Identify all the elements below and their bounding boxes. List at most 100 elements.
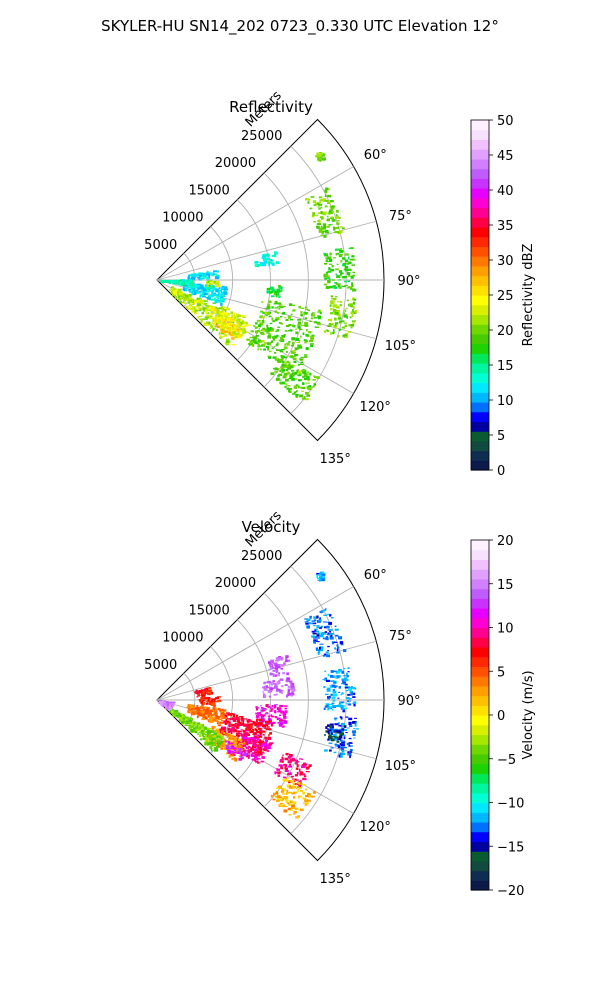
echo-gate: [198, 734, 202, 737]
echo-gate: [346, 672, 348, 675]
echo-gate: [190, 729, 194, 732]
echo-gate: [197, 287, 200, 291]
echo-gate: [302, 371, 307, 375]
echo-gate: [260, 761, 263, 763]
echo-gate: [237, 734, 240, 738]
echo-gate: [329, 304, 332, 307]
echo-gate: [169, 707, 171, 709]
echo-gate: [280, 366, 285, 369]
colorbar-swatch: [471, 627, 489, 638]
echo-gate: [329, 332, 333, 335]
echo-gate: [212, 718, 217, 722]
echo-gate: [223, 713, 226, 715]
echo-gate: [220, 329, 222, 332]
echo-region: [182, 283, 228, 306]
echo-gate: [292, 778, 295, 781]
echo-gate: [335, 268, 339, 271]
echo-gate: [289, 388, 292, 391]
echo-gate: [256, 261, 259, 264]
echo-gate: [279, 722, 284, 725]
azimuth-tick-label: 90°: [397, 694, 420, 709]
echo-gate: [328, 729, 332, 732]
echo-gate: [236, 732, 239, 735]
echo-gate: [208, 714, 210, 718]
echo-gate: [211, 716, 216, 718]
echo-gate: [286, 360, 290, 364]
colorbar-swatch: [471, 540, 489, 551]
echo-gate: [285, 793, 288, 795]
echo-gate: [193, 289, 196, 293]
echo-gate: [225, 330, 228, 333]
echo-gate: [283, 356, 288, 359]
echo-gate: [349, 755, 351, 759]
echo-gate: [334, 718, 337, 721]
echo-gate: [342, 286, 346, 288]
echo-gate: [260, 310, 264, 313]
echo-gate: [327, 650, 330, 652]
echo-gate: [248, 751, 251, 754]
echo-gate: [269, 687, 274, 691]
echo-gate: [349, 745, 353, 747]
echo-region: [323, 723, 347, 743]
echo-gate: [279, 796, 282, 798]
echo-gate: [226, 734, 230, 736]
echo-gate: [342, 746, 346, 749]
echo-gate: [232, 714, 236, 718]
echo-gate: [210, 714, 214, 717]
echo-gate: [166, 701, 170, 705]
echo-gate: [319, 199, 324, 202]
echo-gate: [313, 384, 315, 386]
echo-gate: [286, 342, 290, 346]
echo-gate: [268, 263, 271, 267]
echo-gate: [216, 732, 220, 736]
echo-gate: [345, 697, 350, 699]
echo-gate: [274, 290, 279, 294]
echo-gate: [341, 670, 344, 674]
echo-gate: [276, 349, 280, 351]
echo-gate: [246, 747, 250, 750]
echo-gate: [282, 711, 285, 714]
echo-gate: [268, 743, 273, 745]
echo-gate: [285, 767, 288, 771]
echo-gate: [211, 700, 216, 703]
echo-gate: [342, 705, 346, 707]
echo-gate: [216, 715, 220, 718]
echo-gate: [223, 322, 226, 324]
echo-gate: [327, 270, 332, 273]
echo-gate: [330, 747, 334, 749]
echo-gate: [262, 254, 267, 258]
echo-gate: [220, 730, 224, 733]
echo-gate: [322, 226, 327, 230]
echo-gate: [287, 692, 292, 696]
echo-gate: [219, 311, 223, 314]
colorbar-tick-label: −15: [497, 840, 524, 855]
echo-gate: [203, 731, 207, 733]
echo-region: [270, 355, 320, 401]
echo-gate: [256, 760, 259, 764]
echo-gate: [265, 686, 270, 689]
echo-gate: [182, 288, 186, 291]
echo-gate: [286, 679, 291, 682]
echo-gate: [236, 333, 240, 335]
colorbar-swatch: [471, 295, 489, 306]
echo-gate: [203, 734, 207, 736]
echo-gate: [182, 302, 186, 304]
echo-gate: [331, 709, 334, 711]
echo-gate: [305, 763, 308, 765]
echo-gate: [221, 336, 224, 338]
echo-gate: [192, 291, 195, 293]
echo-gate: [228, 737, 231, 739]
echo-gate: [341, 725, 345, 727]
echo-gate: [279, 349, 282, 353]
echo-gate: [209, 718, 212, 720]
colorbar-swatch: [471, 812, 489, 823]
echo-gate: [259, 705, 262, 707]
echo-gate: [187, 719, 190, 721]
echo-gate: [288, 364, 291, 366]
echo-gate: [191, 277, 196, 281]
azimuth-tick-label: 60°: [364, 568, 387, 583]
echo-gate: [277, 688, 280, 691]
echo-gate: [199, 278, 203, 281]
echo-gate: [351, 282, 353, 285]
echo-gate: [287, 365, 290, 368]
